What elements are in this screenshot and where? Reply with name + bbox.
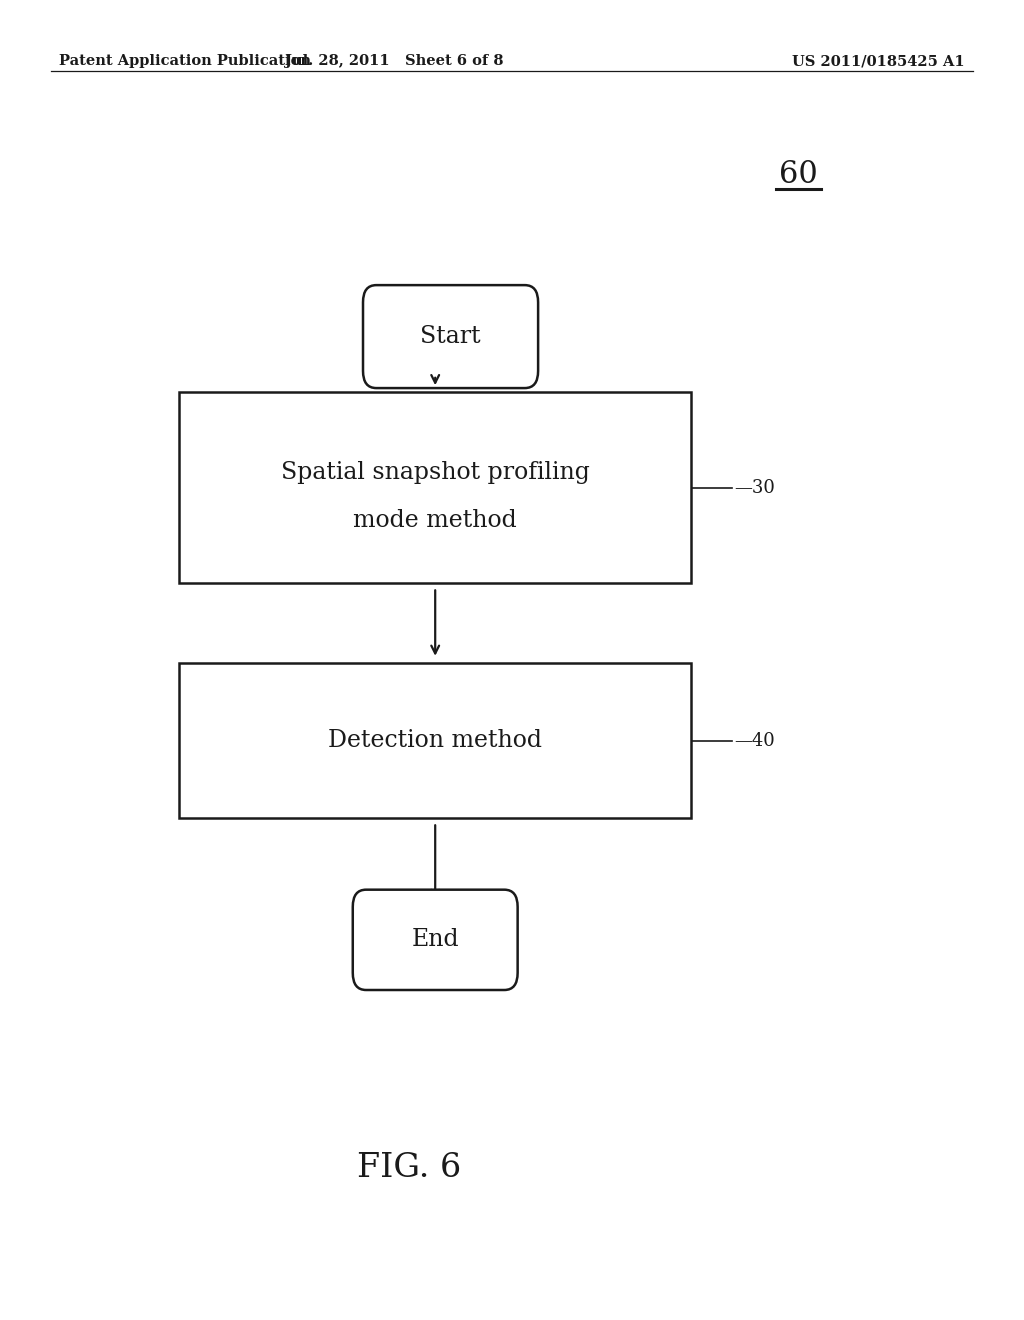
- Text: FIG. 6: FIG. 6: [357, 1152, 462, 1184]
- Text: 60: 60: [779, 158, 818, 190]
- Text: Jul. 28, 2011   Sheet 6 of 8: Jul. 28, 2011 Sheet 6 of 8: [285, 54, 504, 69]
- Text: mode method: mode method: [353, 508, 517, 532]
- Text: End: End: [412, 928, 459, 952]
- FancyBboxPatch shape: [179, 663, 691, 818]
- Text: —40: —40: [734, 731, 775, 750]
- FancyBboxPatch shape: [362, 285, 539, 388]
- Text: Spatial snapshot profiling: Spatial snapshot profiling: [281, 461, 590, 484]
- Text: Start: Start: [420, 325, 481, 348]
- Text: US 2011/0185425 A1: US 2011/0185425 A1: [792, 54, 965, 69]
- Text: —30: —30: [734, 479, 775, 496]
- Text: Patent Application Publication: Patent Application Publication: [59, 54, 311, 69]
- FancyBboxPatch shape: [179, 392, 691, 583]
- Text: Detection method: Detection method: [329, 729, 542, 752]
- FancyBboxPatch shape: [352, 890, 517, 990]
